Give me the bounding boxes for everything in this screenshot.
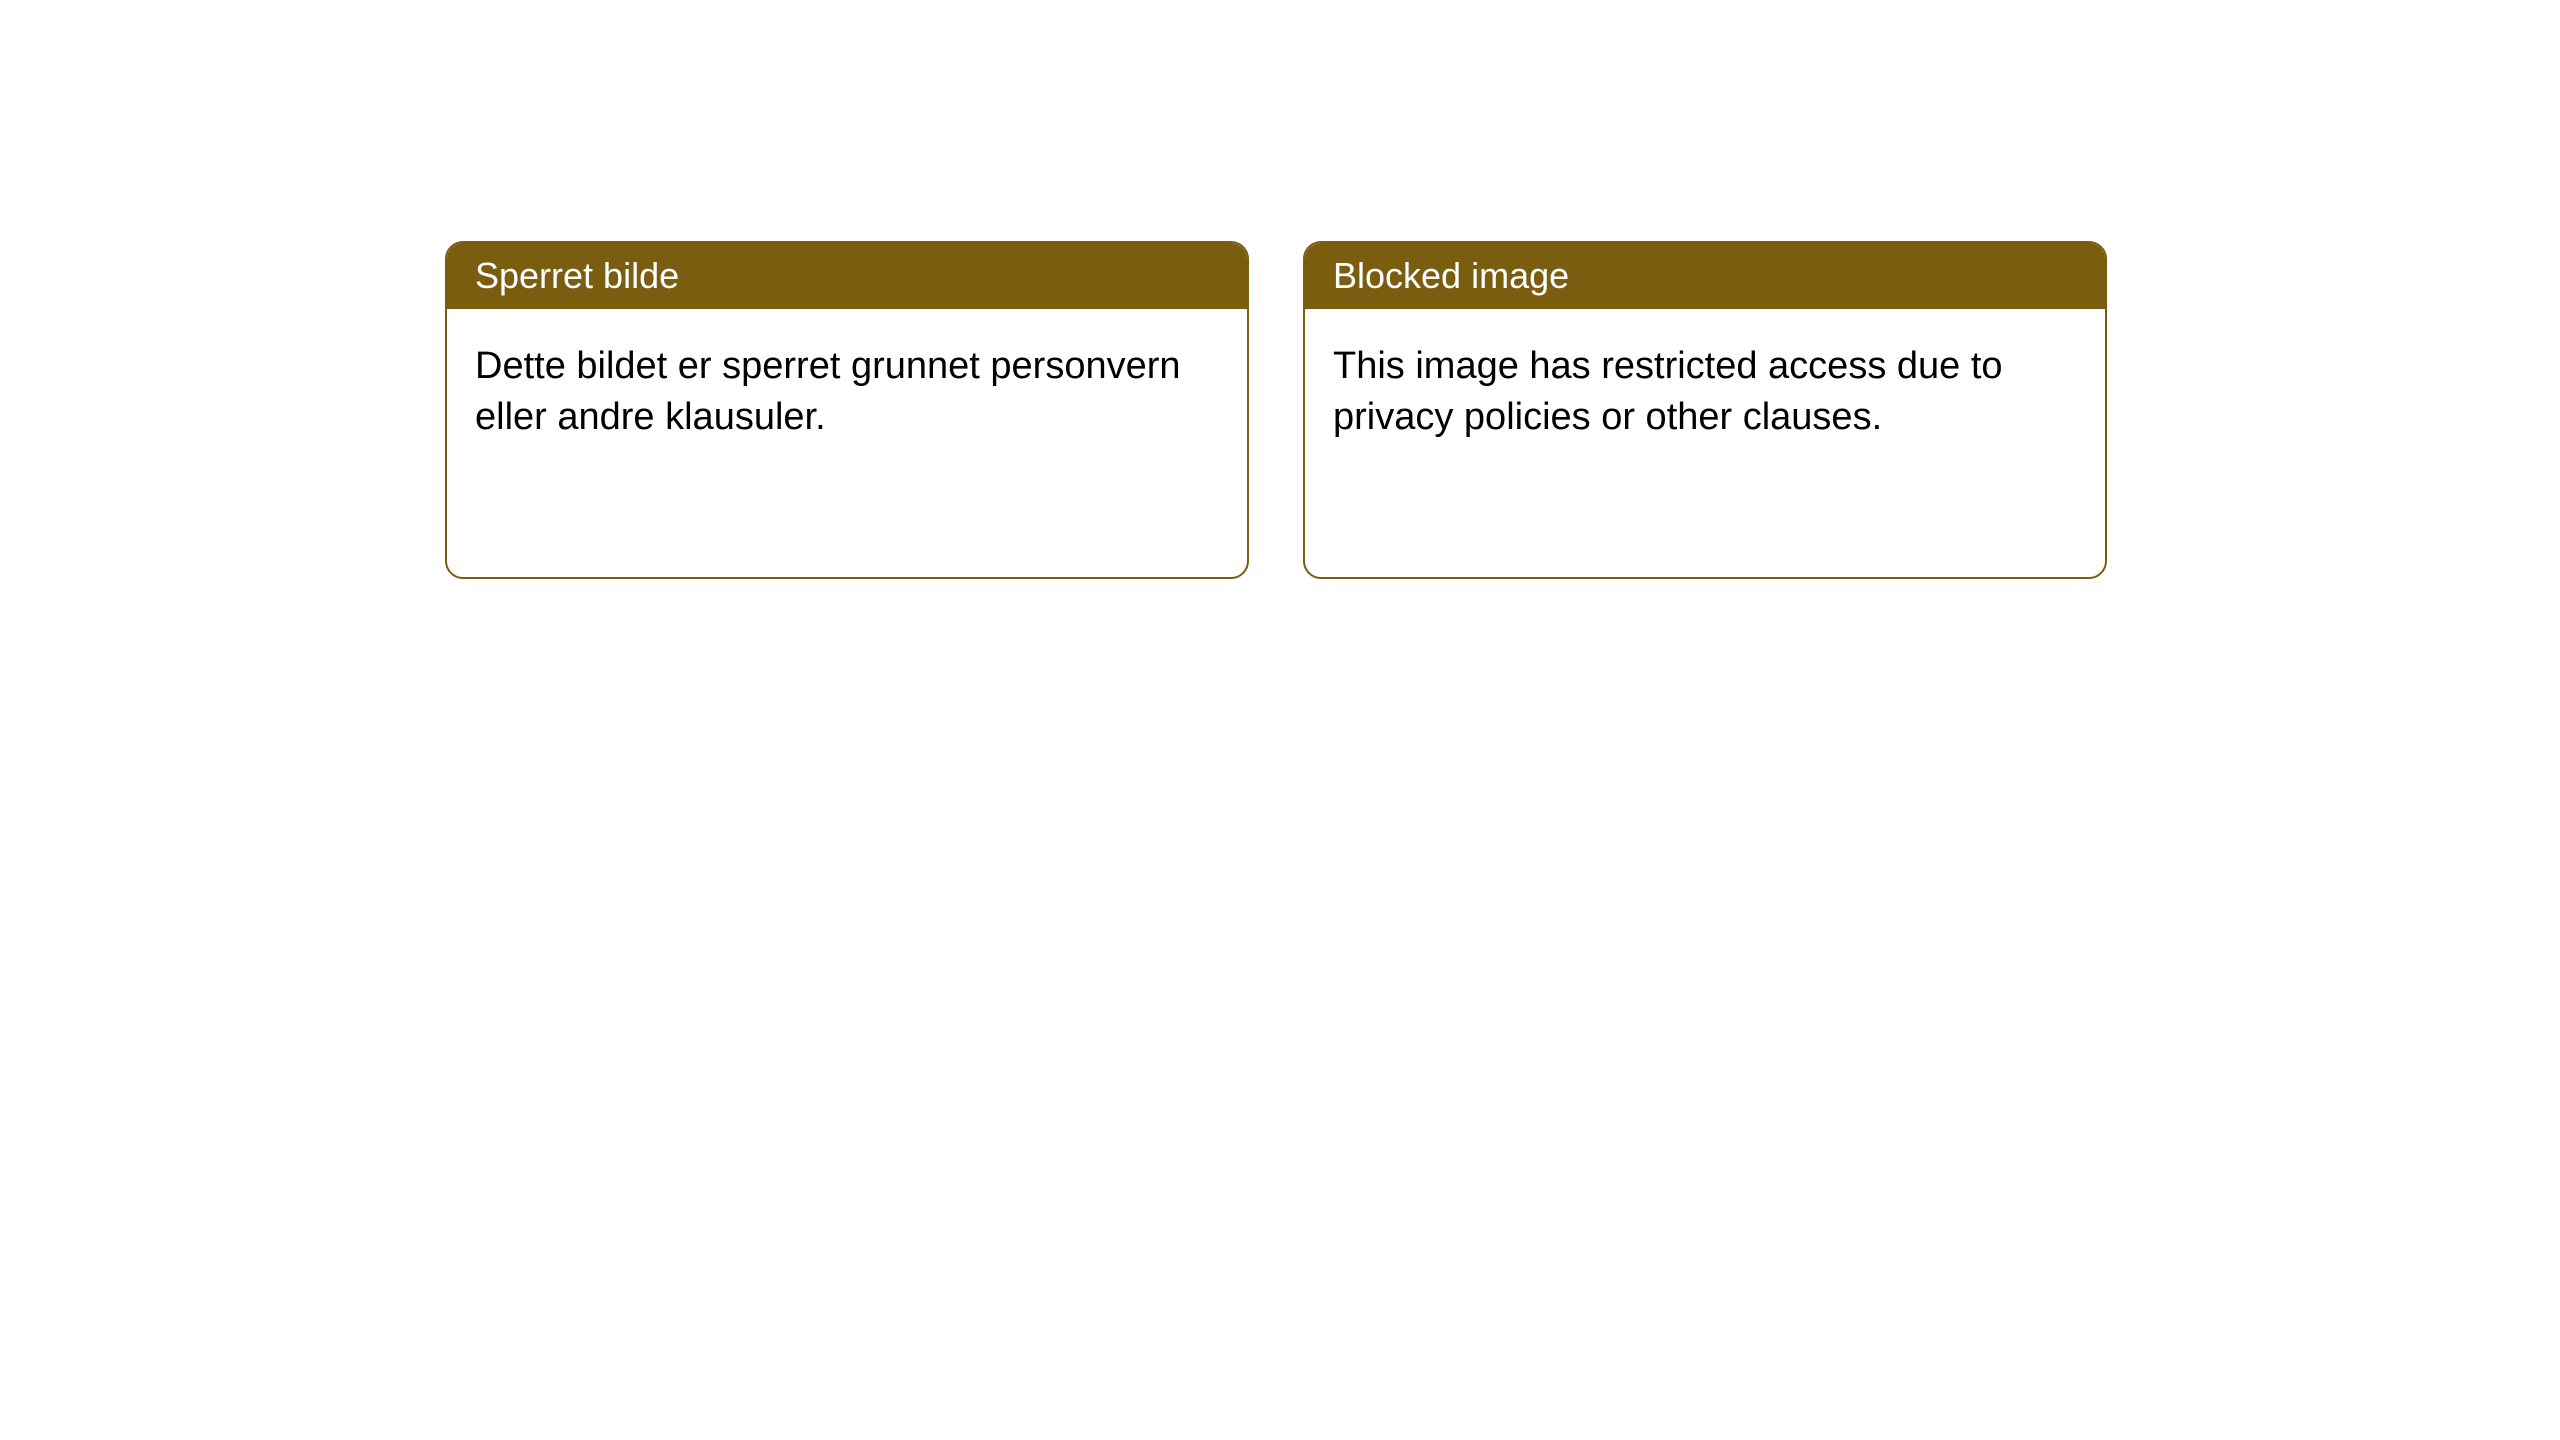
card-english: Blocked image This image has restricted … [1303,241,2107,579]
card-body-english: This image has restricted access due to … [1305,309,2105,476]
card-title-english: Blocked image [1333,255,1569,296]
card-header-norwegian: Sperret bilde [447,243,1247,309]
card-body-norwegian: Dette bildet er sperret grunnet personve… [447,309,1247,476]
card-body-text-norwegian: Dette bildet er sperret grunnet personve… [475,345,1181,438]
card-norwegian: Sperret bilde Dette bildet er sperret gr… [445,241,1249,579]
card-header-english: Blocked image [1305,243,2105,309]
card-title-norwegian: Sperret bilde [475,255,679,296]
cards-container: Sperret bilde Dette bildet er sperret gr… [445,241,2107,579]
card-body-text-english: This image has restricted access due to … [1333,345,2003,438]
